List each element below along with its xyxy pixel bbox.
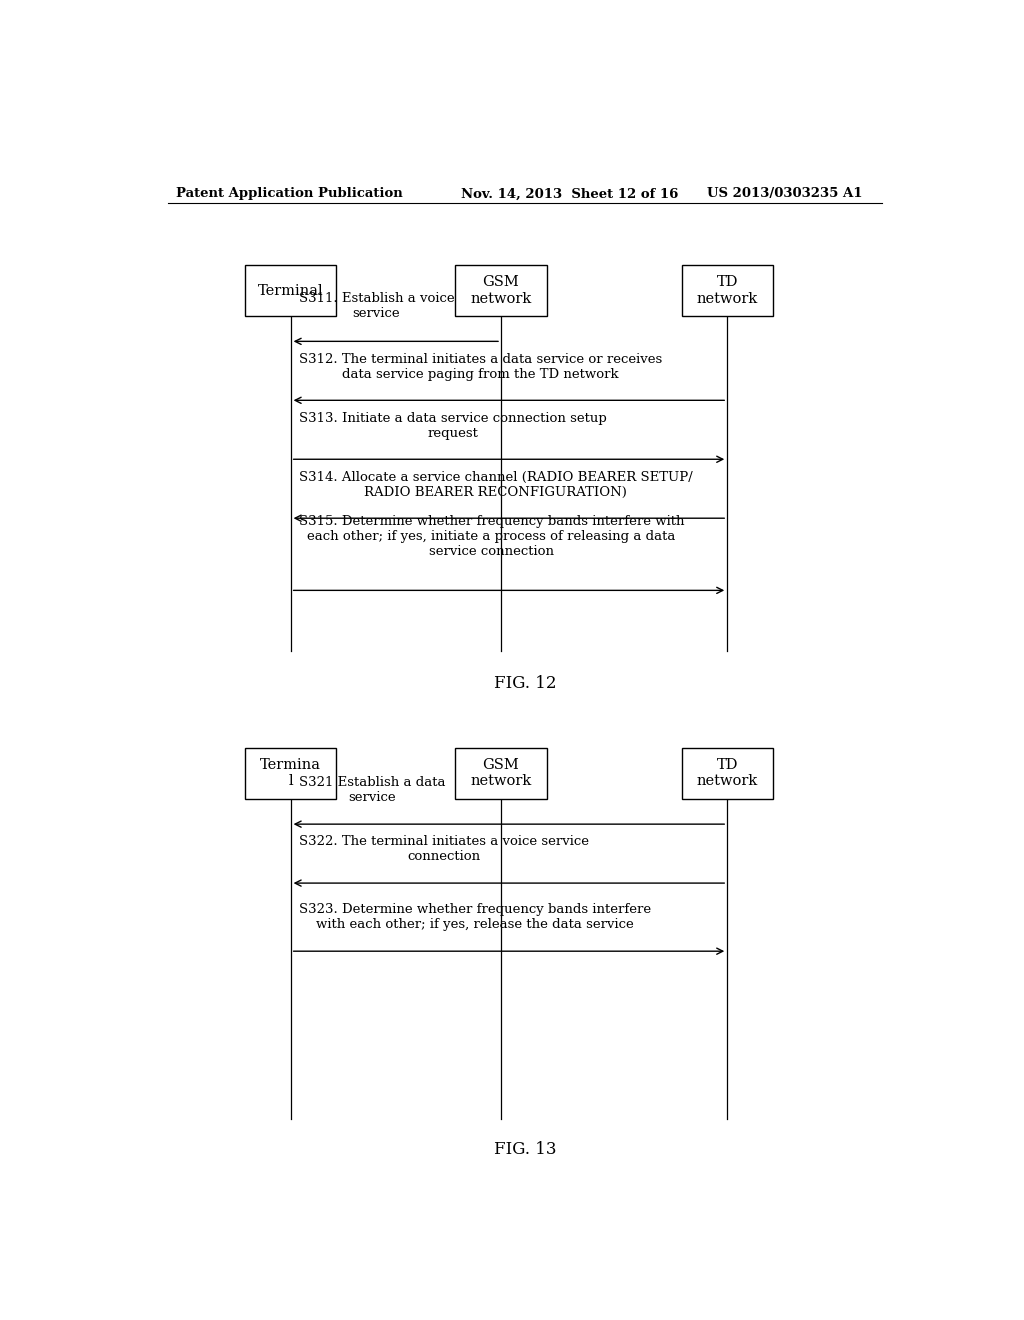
Text: Terminal: Terminal — [258, 284, 324, 297]
Text: FIG. 13: FIG. 13 — [494, 1140, 556, 1158]
Bar — [682, 265, 773, 315]
Text: Termina
l: Termina l — [260, 758, 322, 788]
Text: S311. Establish a voice
service: S311. Establish a voice service — [299, 292, 455, 319]
Text: S322. The terminal initiates a voice service
connection: S322. The terminal initiates a voice ser… — [299, 834, 589, 863]
Text: TD
network: TD network — [696, 758, 758, 788]
Bar — [245, 265, 336, 315]
Text: TD
network: TD network — [696, 276, 758, 306]
Text: S321 Establish a data
service: S321 Establish a data service — [299, 776, 445, 804]
Text: US 2013/0303235 A1: US 2013/0303235 A1 — [708, 187, 863, 201]
Text: GSM
network: GSM network — [470, 758, 531, 788]
Text: S312. The terminal initiates a data service or receives
data service paging from: S312. The terminal initiates a data serv… — [299, 352, 662, 381]
Text: GSM
network: GSM network — [470, 276, 531, 306]
Text: Nov. 14, 2013  Sheet 12 of 16: Nov. 14, 2013 Sheet 12 of 16 — [461, 187, 679, 201]
Bar — [456, 748, 547, 799]
Text: S315. Determine whether frequency bands interfere with
each other; if yes, initi: S315. Determine whether frequency bands … — [299, 515, 684, 558]
Text: FIG. 12: FIG. 12 — [494, 676, 556, 693]
Bar — [682, 748, 773, 799]
Bar — [245, 748, 336, 799]
Text: S314. Allocate a service channel (RADIO BEARER SETUP/
RADIO BEARER RECONFIGURATI: S314. Allocate a service channel (RADIO … — [299, 471, 692, 499]
Text: S313. Initiate a data service connection setup
request: S313. Initiate a data service connection… — [299, 412, 606, 440]
Text: S323. Determine whether frequency bands interfere
with each other; if yes, relea: S323. Determine whether frequency bands … — [299, 903, 650, 931]
Text: Patent Application Publication: Patent Application Publication — [176, 187, 402, 201]
Bar — [456, 265, 547, 315]
